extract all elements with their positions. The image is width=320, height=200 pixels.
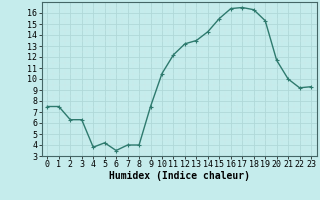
- X-axis label: Humidex (Indice chaleur): Humidex (Indice chaleur): [109, 171, 250, 181]
